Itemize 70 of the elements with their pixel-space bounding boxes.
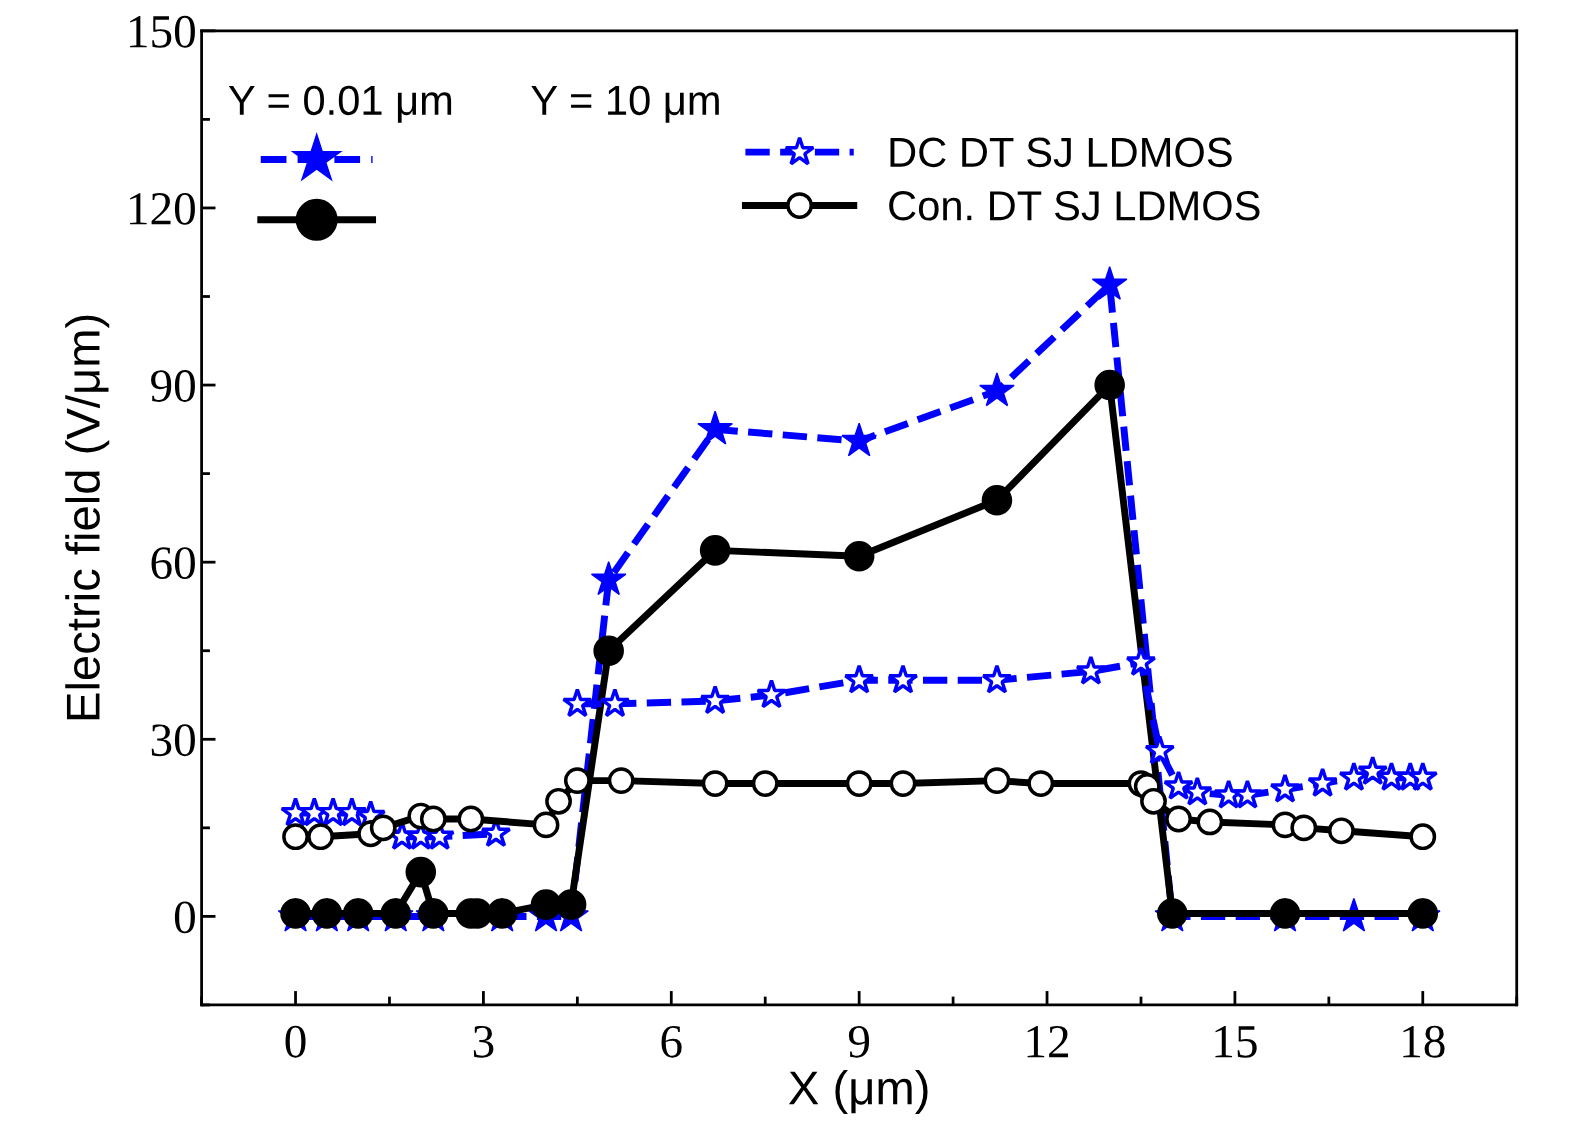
point: [1027, 770, 1055, 797]
point: [419, 805, 447, 833]
point: [1140, 787, 1167, 815]
point: [1231, 779, 1263, 809]
point: [699, 684, 731, 715]
point: [599, 687, 631, 718]
point: [756, 678, 787, 709]
point: [1094, 369, 1125, 401]
point: [405, 856, 437, 888]
point: [457, 805, 485, 833]
point: [1357, 755, 1389, 786]
x-tick-label: 6: [661, 1025, 682, 1058]
point: [545, 787, 572, 815]
legend-label: Con. DT SJ LDMOS: [889, 191, 1260, 221]
point: [307, 823, 334, 851]
point: [1125, 646, 1157, 676]
point: [697, 410, 733, 445]
point: [889, 770, 917, 797]
point: [1409, 823, 1437, 851]
point: [843, 540, 875, 572]
point: [981, 664, 1013, 694]
y-tick-label: 60: [151, 547, 195, 580]
y-tick-label: 0: [174, 901, 195, 934]
y-tick-label: 150: [130, 15, 195, 48]
point: [607, 767, 635, 795]
point: [1290, 814, 1318, 842]
x-tick-label: 3: [473, 1025, 494, 1058]
point: [1307, 767, 1339, 797]
x-tick-label: 0: [285, 1025, 306, 1058]
point: [751, 770, 779, 797]
point: [563, 767, 591, 795]
point: [1165, 805, 1192, 833]
point: [887, 664, 919, 694]
y-axis-title: Electric field (V/μm): [65, 315, 110, 720]
point: [282, 823, 309, 851]
point: [1196, 808, 1224, 836]
point: [532, 811, 560, 839]
point: [1269, 773, 1301, 803]
point: [1144, 734, 1176, 765]
point: [843, 664, 875, 694]
y-tick-label: 120: [130, 192, 195, 225]
point: [983, 767, 1011, 795]
x-axis-title: X (μm): [788, 1070, 928, 1114]
point: [701, 770, 729, 797]
point: [979, 372, 1015, 407]
point: [1163, 770, 1195, 800]
point: [561, 687, 593, 718]
point: [845, 770, 873, 797]
point: [593, 635, 624, 667]
point: [1327, 817, 1355, 845]
x-tick-label: 12: [1027, 1025, 1069, 1058]
point: [981, 484, 1013, 516]
point: [841, 422, 878, 457]
point: [336, 796, 368, 827]
legend-label: DC DT SJ LDMOS: [890, 137, 1232, 168]
point: [590, 561, 627, 596]
x-tick-label: 15: [1215, 1026, 1257, 1058]
point: [1075, 655, 1107, 685]
y-tick-label: 30: [151, 724, 195, 757]
point: [369, 814, 397, 842]
x-tick-label: 9: [848, 1025, 870, 1058]
x-tick-label: 18: [1403, 1025, 1445, 1058]
y-tick-label: 90: [151, 370, 195, 402]
point: [699, 535, 731, 566]
point: [1407, 761, 1439, 792]
annotation: Y = 0.01 μm: [228, 85, 452, 123]
point: [1181, 776, 1213, 806]
point: [1091, 265, 1128, 300]
point: [555, 889, 587, 920]
annotation: Y = 10 μm: [531, 85, 719, 123]
